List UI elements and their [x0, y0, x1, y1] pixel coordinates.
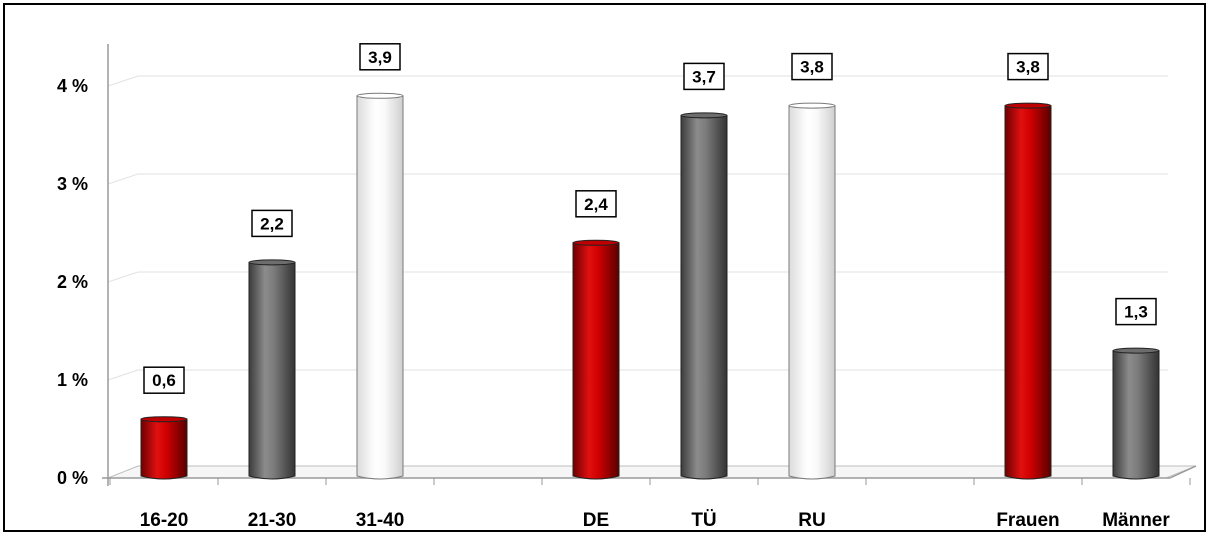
data-label-box — [791, 52, 833, 81]
bar-DE: 2,4 — [572, 190, 620, 480]
y-tick-label: 4 % — [57, 76, 88, 96]
bar-cap — [1112, 347, 1160, 354]
bar-body — [1112, 350, 1160, 480]
x-tick-label: 31-40 — [356, 510, 405, 531]
bar-21-30: 2,2 — [248, 209, 296, 480]
data-label: 2,4 — [584, 195, 608, 214]
data-label: 0,6 — [152, 371, 176, 390]
bar-cap — [1004, 102, 1052, 109]
y-tick-labels: 0 % 1 % 2 % 3 % 4 % — [57, 76, 88, 488]
data-label-box — [575, 190, 617, 218]
x-tick-label: TÜ — [691, 510, 716, 531]
data-label: 3,7 — [692, 67, 716, 86]
bar-body — [680, 114, 728, 480]
x-tick-labels: 16-20 21-30 31-40 DE TÜ RU Frauen Männer — [140, 510, 1171, 531]
data-label-box — [1007, 52, 1049, 81]
bar-cap — [140, 416, 188, 423]
data-label-box — [683, 62, 725, 91]
data-label: 3,9 — [368, 48, 392, 67]
bar-body — [248, 261, 296, 480]
data-label: 3,8 — [800, 58, 824, 77]
data-label-box — [143, 366, 185, 394]
bar-16-20: 0,6 — [140, 366, 188, 480]
bar-cap — [680, 112, 728, 119]
x-tick-label: Frauen — [996, 510, 1059, 531]
data-label: 3,8 — [1016, 58, 1040, 77]
bar-body — [572, 242, 620, 480]
x-tick-label: Männer — [1102, 510, 1170, 531]
bar-Männer: 1,3 — [1112, 297, 1160, 480]
x-tick-label: 21-30 — [248, 510, 297, 531]
x-tick-label: DE — [583, 510, 609, 531]
x-tick-label: RU — [798, 510, 825, 531]
bars: 0,6 2,2 3,9 2,4 3,7 3,8 3,8 1,3 — [140, 43, 1160, 480]
bar-body — [356, 95, 404, 480]
x-axis-depth — [1169, 465, 1197, 479]
y-tick-label: 2 % — [57, 272, 88, 292]
bar-Frauen: 3,8 — [1004, 52, 1052, 480]
bar-TÜ: 3,7 — [680, 62, 728, 480]
y-tick-label: 1 % — [57, 370, 88, 390]
data-label: 2,2 — [260, 214, 284, 233]
bar-cap — [788, 102, 836, 109]
bar-body — [788, 105, 836, 480]
bar-31-40: 3,9 — [356, 43, 404, 480]
data-label: 1,3 — [1124, 303, 1148, 322]
data-label-box — [1115, 297, 1157, 326]
bar-body — [140, 418, 188, 480]
bar-RU: 3,8 — [788, 52, 836, 480]
x-tick-label: 16-20 — [140, 510, 189, 531]
y-tick-label: 0 % — [57, 468, 88, 488]
y-tick-label: 3 % — [57, 174, 88, 194]
bar-body — [1004, 105, 1052, 480]
data-label-box — [359, 43, 401, 71]
bar-cap — [572, 239, 620, 246]
bar-cap — [356, 92, 404, 99]
bar-cap — [248, 259, 296, 266]
data-label-box — [251, 209, 293, 238]
